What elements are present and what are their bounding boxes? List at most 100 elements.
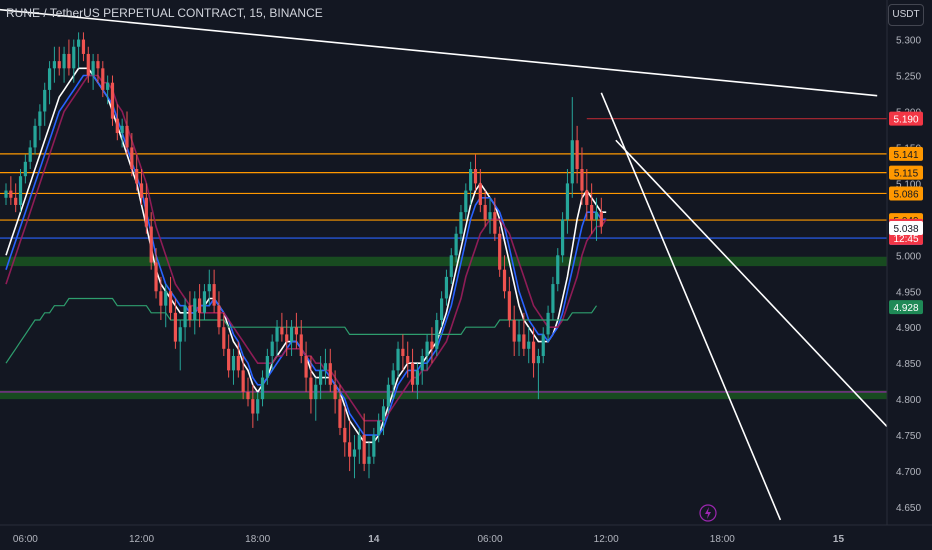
x-tick-label: 15 xyxy=(833,534,845,545)
candle-down xyxy=(227,348,231,371)
candle-up xyxy=(38,111,42,126)
time-axis[interactable]: 06:00 12:00 18:00 14 06:00 12:00 18:00 15 xyxy=(0,524,932,550)
candle-up xyxy=(314,384,318,400)
candle-up xyxy=(415,370,419,385)
candle-down xyxy=(410,363,415,385)
candle-down xyxy=(294,327,298,335)
price-countdown-text: 12:45 xyxy=(893,234,918,245)
currency-button[interactable]: USDT xyxy=(888,4,924,26)
candle-down xyxy=(9,190,13,198)
trend-line xyxy=(600,92,782,521)
candle-up xyxy=(594,212,599,220)
candle-down xyxy=(362,435,366,464)
candle-down xyxy=(241,370,245,392)
candle-up xyxy=(178,327,182,342)
candle-up xyxy=(527,341,531,349)
price-tag-bg xyxy=(889,186,923,201)
candle-up xyxy=(193,298,197,321)
candle-down xyxy=(343,427,347,443)
candle-up xyxy=(319,370,323,385)
candle-up xyxy=(357,435,361,450)
price-tag-text: 5.115 xyxy=(894,169,919,180)
candle-down xyxy=(188,305,192,321)
candle-up xyxy=(435,320,439,349)
candle-down xyxy=(57,61,61,69)
price-tag-text: 5.086 xyxy=(893,189,918,200)
candle-up xyxy=(556,255,560,285)
candle-down xyxy=(328,363,332,385)
candle-up xyxy=(62,53,66,69)
candle-down xyxy=(483,204,487,220)
price-tag-bg xyxy=(889,165,923,180)
candle-up xyxy=(536,355,540,364)
candle-down xyxy=(246,391,250,400)
x-tick-label: 06:00 xyxy=(477,534,502,545)
candle-up xyxy=(464,190,468,213)
chart-title: RUNE / TetherUS PERPETUAL CONTRACT, 15, … xyxy=(6,6,323,20)
candle-down xyxy=(473,169,478,184)
candle-up xyxy=(43,89,47,112)
candle-down xyxy=(101,68,105,90)
candle-down xyxy=(401,348,405,356)
candle-up xyxy=(18,176,23,205)
y-tick-label: 5.000 xyxy=(896,251,921,262)
price-labels-layer: 5.1905.1415.1155.0865.0495.0245.04112:45… xyxy=(889,111,923,315)
y-tick-label: 4.700 xyxy=(896,467,921,478)
candle-down xyxy=(130,147,134,170)
candle-up xyxy=(396,348,400,371)
price-axis-bg xyxy=(887,0,932,550)
candle-up xyxy=(352,449,357,457)
candle-down xyxy=(135,169,139,184)
candle-up xyxy=(275,327,279,342)
candle-down xyxy=(430,341,434,349)
zones-layer xyxy=(0,256,887,400)
x-tick-label: 14 xyxy=(368,534,380,545)
candle-up xyxy=(183,305,187,328)
price-tag: 5.115 xyxy=(889,165,923,180)
candle-up xyxy=(47,68,52,90)
candle-down xyxy=(575,140,579,170)
lightning-icon-ring xyxy=(699,504,717,522)
candle-down xyxy=(144,197,148,227)
candle-up xyxy=(425,341,429,356)
price-axis[interactable]: 5.3005.2505.2005.1505.1005.0505.0004.950… xyxy=(886,0,932,550)
candles-layer[interactable] xyxy=(4,32,603,479)
candle-up xyxy=(33,125,37,148)
candle-down xyxy=(86,53,90,76)
candle-up xyxy=(488,212,492,220)
x-tick-label: 06:00 xyxy=(13,534,38,545)
candle-up xyxy=(570,140,574,184)
price-tag-text: 5.190 xyxy=(893,115,918,126)
trend-line xyxy=(0,8,878,97)
candle-down xyxy=(502,269,507,292)
candle-down xyxy=(115,118,119,134)
candle-up xyxy=(52,61,56,69)
candle-down xyxy=(333,384,337,400)
candle-up xyxy=(72,46,76,69)
candle-down xyxy=(348,442,352,457)
candle-up xyxy=(120,125,124,134)
candle-up xyxy=(202,291,207,313)
misc-layer xyxy=(699,504,717,522)
support-zone xyxy=(0,256,887,267)
candle-down xyxy=(110,82,115,119)
candle-down xyxy=(299,334,303,356)
price-tag: 5.086 xyxy=(889,186,923,201)
candle-down xyxy=(498,233,502,270)
candle-down xyxy=(236,355,240,371)
candle-down xyxy=(14,197,18,205)
candle-down xyxy=(309,377,313,400)
lightning-icon xyxy=(699,504,717,522)
candle-up xyxy=(260,377,265,400)
candle-down xyxy=(478,183,482,205)
price-tag: 4.928 xyxy=(889,300,923,315)
price-tag-text: 5.141 xyxy=(893,150,918,161)
price-tag-bg xyxy=(889,146,923,161)
candle-up xyxy=(164,291,168,306)
trendlines-layer[interactable] xyxy=(0,8,888,521)
candle-up xyxy=(77,39,81,47)
x-tick-label: 12:00 xyxy=(129,534,154,545)
candle-up xyxy=(4,190,8,198)
candle-down xyxy=(125,125,129,148)
